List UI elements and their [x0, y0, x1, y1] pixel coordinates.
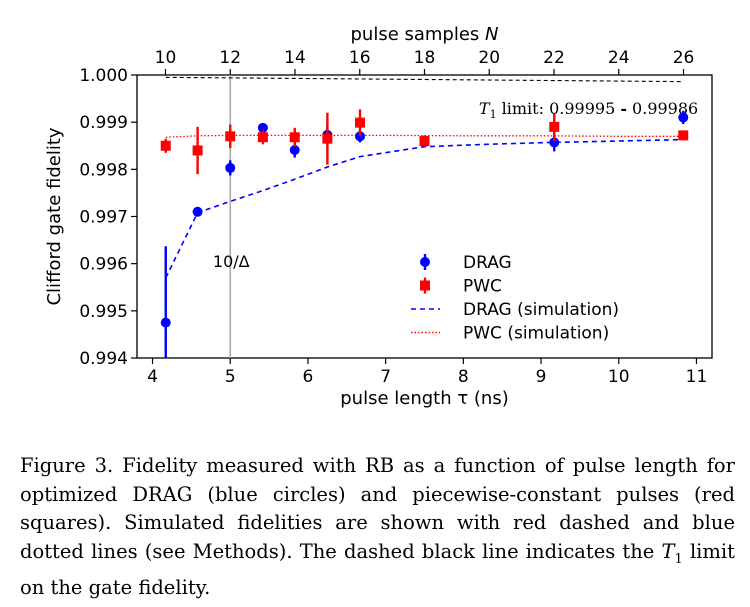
legend-label-pwc: PWC	[463, 277, 502, 297]
drag-point	[225, 162, 236, 173]
drag-point	[549, 137, 560, 148]
top-axis-title-text: pulse samples	[350, 24, 485, 45]
t1-limit-line	[165, 76, 684, 83]
x-tick-label: 4	[147, 367, 158, 387]
top-tick-label: 22	[543, 48, 565, 68]
y-tick-label: 0.995	[79, 302, 128, 322]
top-tick-label: 18	[414, 48, 436, 68]
legend-marker-pwc	[420, 280, 430, 291]
top-tick-label: 12	[219, 48, 241, 68]
caption-t1-sub: 1	[674, 551, 683, 567]
t1-subscript: 1	[490, 108, 497, 121]
t1-limit-label: T1 limit: 0.99995 - 0.99986	[479, 99, 698, 121]
pwc-point	[192, 145, 203, 156]
vline-label: 10/Δ	[213, 252, 250, 271]
caption-t1-letter: T	[661, 539, 675, 563]
y-tick-label: 0.999	[79, 113, 128, 133]
pwc-point	[322, 133, 333, 144]
x-tick-label: 8	[458, 367, 469, 387]
x-tick-label: 10	[608, 367, 630, 387]
y-tick-label: 1.000	[79, 66, 128, 86]
y-axis-title: Clifford gate fidelity	[44, 127, 65, 305]
pwc-point	[289, 132, 300, 143]
x-tick-label: 9	[536, 367, 547, 387]
y-tick-label: 0.996	[79, 255, 128, 275]
drag-point	[289, 144, 300, 155]
drag-point	[192, 206, 203, 217]
legend-label-drag: DRAG	[463, 253, 512, 273]
drag-point	[160, 317, 171, 328]
t1-value-start: limit: 0.99995	[497, 99, 621, 118]
figure-caption: Figure 3. Fidelity measured with RB as a…	[20, 452, 735, 602]
x-tick-label: 11	[686, 367, 708, 387]
t1-dash: -	[620, 99, 627, 118]
drag-point	[355, 131, 366, 142]
t1-value-end: 0.99986	[627, 99, 698, 118]
x-tick-label: 5	[225, 367, 236, 387]
sim-line-drag-simulation	[165, 138, 684, 279]
t1-symbol: T	[479, 99, 491, 118]
caption-text: Figure 3. Fidelity measured with RB as a…	[20, 454, 735, 563]
reference-vline: 10/Δ	[213, 75, 250, 358]
pwc-point	[355, 117, 366, 128]
legend-label-pwc-simulation: PWC (simulation)	[463, 324, 609, 344]
top-tick-label: 20	[478, 48, 500, 68]
legend: DRAG PWC DRAG (simulation) PWC (simulation)	[411, 253, 619, 344]
fidelity-chart: 4 5 6 7 8 9 10 11 0.994 0.995 0.996 0.997 0.998 0.999…	[44, 24, 713, 409]
axis-ticks: 4 5 6 7 8 9 10 11 0.994 0.995 0.996 0.997 0.998 0.999…	[79, 48, 707, 387]
top-tick-label: 14	[284, 48, 306, 68]
x-axis-title: pulse length τ (ns)	[340, 388, 509, 409]
drag-point	[678, 112, 689, 123]
pwc-point	[225, 131, 236, 142]
y-tick-label: 0.994	[79, 349, 128, 369]
top-tick-label: 24	[608, 48, 630, 68]
pwc-point	[160, 140, 171, 151]
y-tick-label: 0.997	[79, 208, 128, 228]
simulation-lines	[165, 134, 684, 279]
top-tick-label: 26	[673, 48, 695, 68]
legend-marker-drag	[420, 257, 430, 267]
top-axis-title-symbol: N	[485, 24, 498, 45]
x-tick-label: 6	[303, 367, 314, 387]
pwc-point	[549, 121, 560, 132]
top-tick-label: 16	[349, 48, 371, 68]
legend-label-drag-simulation: DRAG (simulation)	[463, 300, 619, 320]
sim-line-pwc-simulation	[165, 134, 684, 138]
pwc-point	[419, 136, 430, 147]
top-tick-label: 10	[155, 48, 177, 68]
drag-point	[257, 122, 268, 133]
pwc-point	[257, 132, 268, 143]
pwc-point	[678, 130, 689, 141]
x-tick-label: 7	[380, 367, 391, 387]
y-tick-label: 0.998	[79, 160, 128, 180]
top-axis-title: pulse samples N	[350, 24, 498, 45]
data-points	[160, 109, 689, 358]
t1-limit: T1 limit: 0.99995 - 0.99986	[165, 76, 698, 121]
caption-t1-symbol: T1	[661, 539, 683, 567]
caption-text-end: limit on the gate fidelity.	[20, 539, 735, 599]
